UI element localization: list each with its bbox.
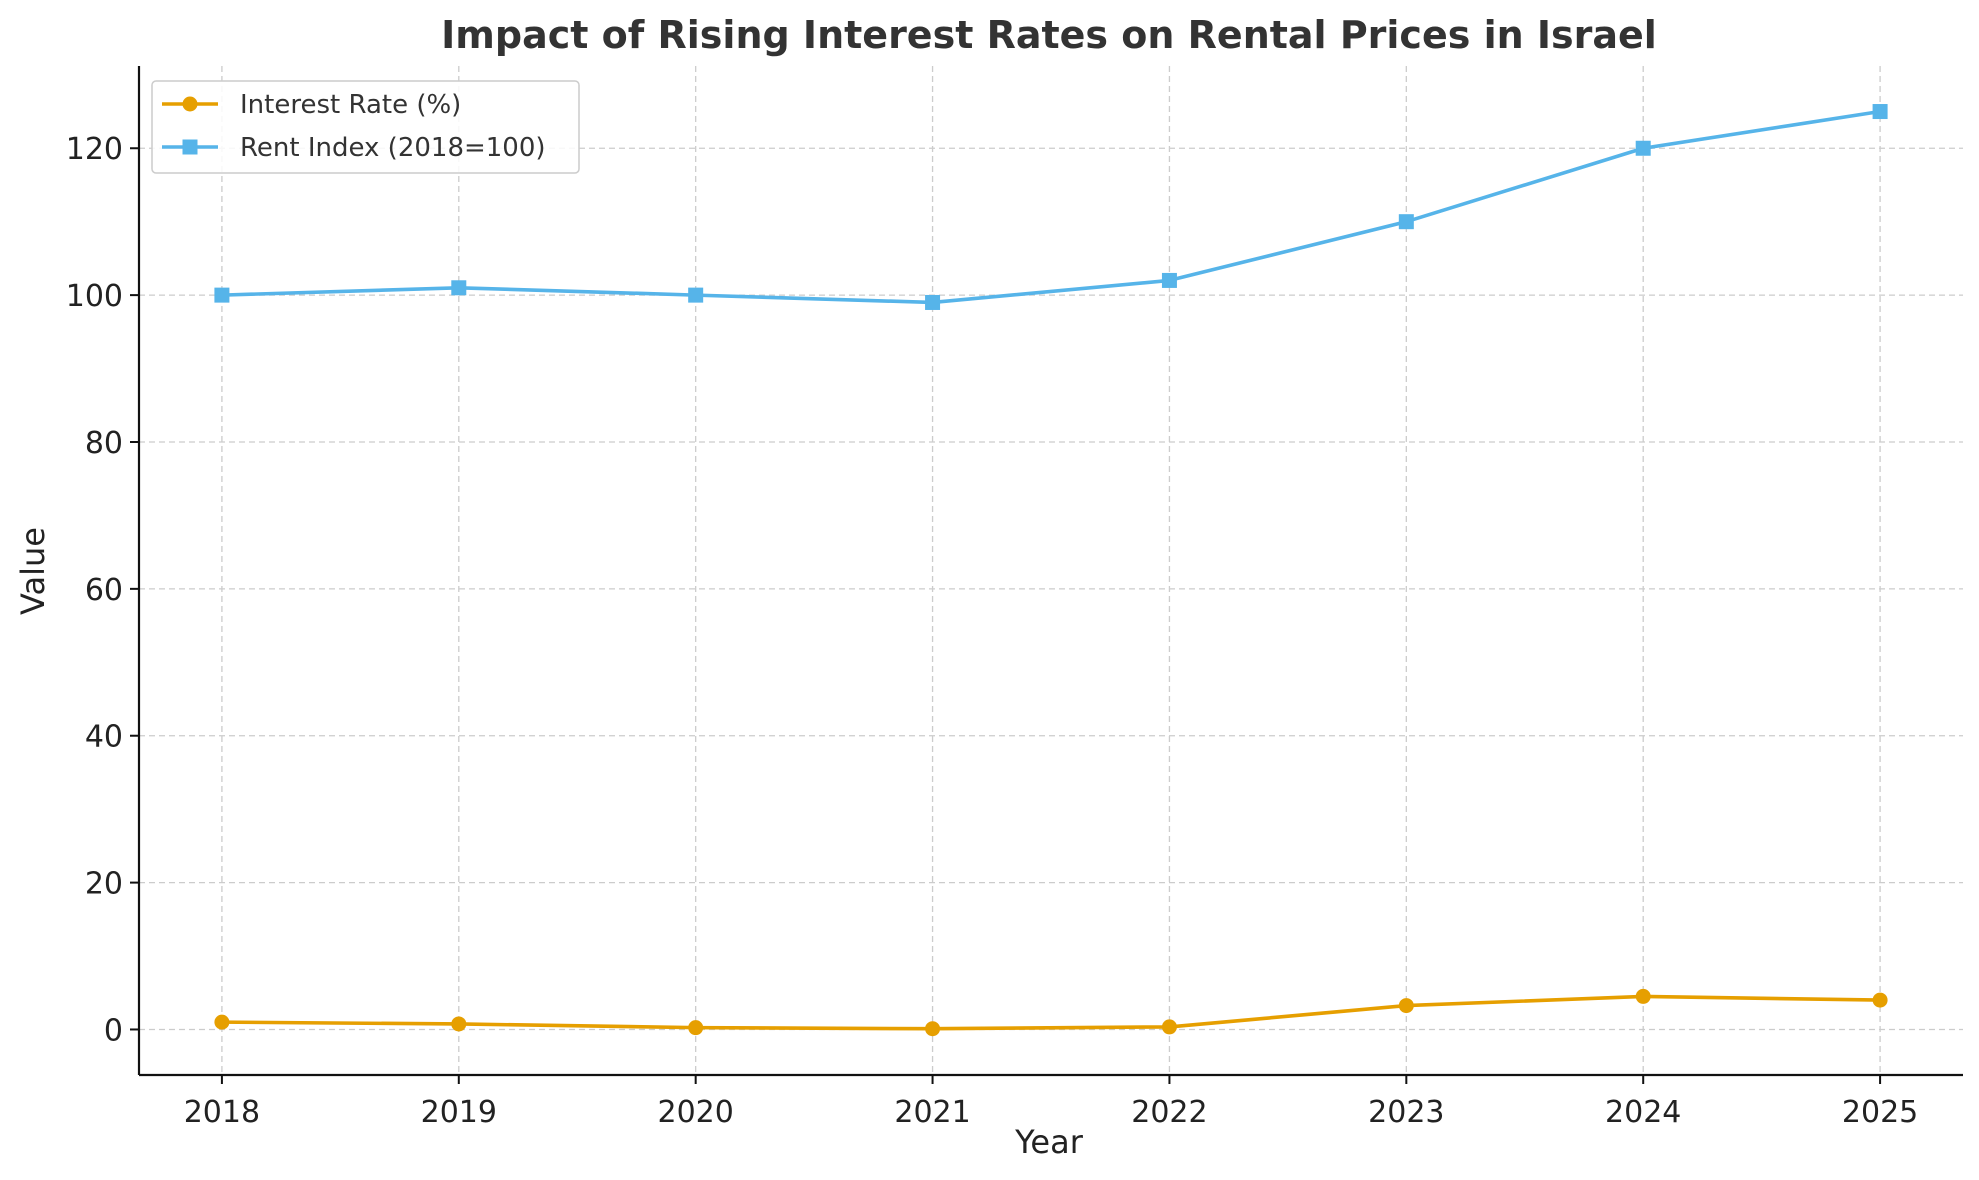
y-tick-label: 40 xyxy=(85,720,123,755)
interest-rate-point xyxy=(214,1014,230,1030)
grid xyxy=(139,66,1963,1075)
rent-index-point xyxy=(1635,140,1651,156)
interest-rate-point xyxy=(1872,992,1888,1008)
y-tick-label: 60 xyxy=(85,573,123,608)
legend-frame xyxy=(151,80,580,174)
rent-index-point xyxy=(1872,104,1888,120)
interest-rate-line xyxy=(220,994,1882,1031)
legend: Interest Rate (%) Rent Index (2018=100) xyxy=(151,80,580,174)
x-tick-label: 2019 xyxy=(421,1095,497,1130)
x-tick-label: 2022 xyxy=(1131,1095,1207,1130)
rent-index-legend-marker xyxy=(182,139,198,155)
x-axis-label: Year xyxy=(1014,1123,1084,1161)
rent-index-point xyxy=(1398,214,1414,230)
x-tick-label: 2024 xyxy=(1605,1095,1681,1130)
interest-rate-legend-marker xyxy=(182,96,198,112)
interest-rate-point xyxy=(451,1016,467,1032)
x-tick-label: 2018 xyxy=(184,1095,260,1130)
rent-index-line xyxy=(220,109,1882,305)
interest-rate-point xyxy=(1161,1019,1177,1035)
x-tick-label: 2023 xyxy=(1368,1095,1444,1130)
interest-rate-point xyxy=(1635,988,1651,1004)
interest-rate-point xyxy=(688,1020,704,1036)
x-tick-label: 2021 xyxy=(894,1095,970,1130)
x-axis-ticks: 2018 2019 2020 2021 2022 2023 2024 2025 xyxy=(184,1075,1918,1130)
x-tick-label: 2025 xyxy=(1842,1095,1918,1130)
chart-title: Impact of Rising Interest Rates on Renta… xyxy=(441,13,1657,57)
interest-rate-point xyxy=(1398,998,1414,1014)
y-tick-label: 120 xyxy=(66,132,123,167)
y-tick-label: 80 xyxy=(85,426,123,461)
rent-index-point xyxy=(925,294,941,310)
rent-index-point xyxy=(451,280,467,296)
rent-index-point xyxy=(1161,272,1177,288)
series-layer xyxy=(214,104,1888,1037)
interest-rate-legend-label: Interest Rate (%) xyxy=(240,90,461,120)
y-tick-label: 0 xyxy=(104,1013,123,1048)
x-tick-label: 2020 xyxy=(657,1095,733,1130)
interest-rate-point xyxy=(925,1021,941,1037)
y-tick-label: 100 xyxy=(66,279,123,314)
y-axis-ticks: 0 20 40 60 80 100 120 xyxy=(66,132,139,1048)
rent-index-legend-label: Rent Index (2018=100) xyxy=(240,133,546,163)
rent-index-point xyxy=(688,287,704,303)
rent-index-point xyxy=(214,287,230,303)
y-tick-label: 20 xyxy=(85,867,123,902)
y-axis-label: Value xyxy=(14,527,52,615)
